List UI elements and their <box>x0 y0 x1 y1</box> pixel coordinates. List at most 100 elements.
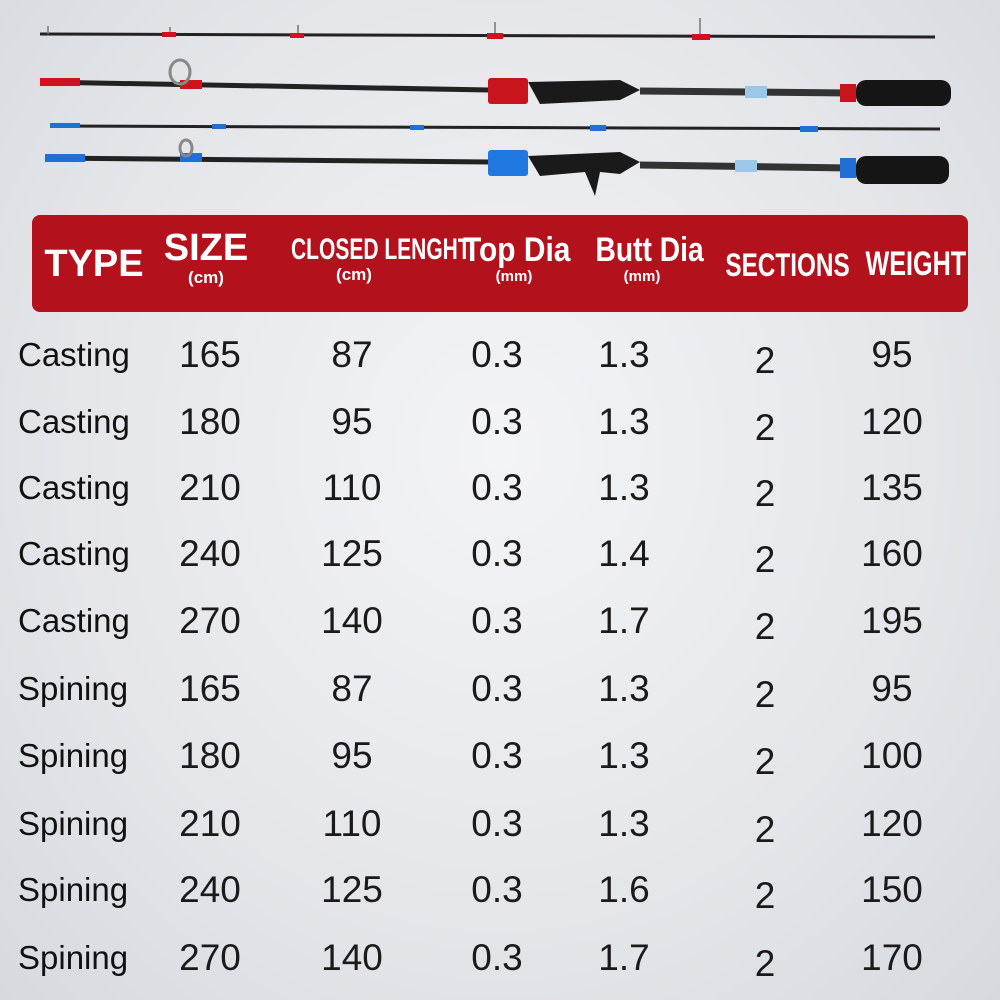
cell-weight: 135 <box>861 467 923 508</box>
cell-closed: 125 <box>321 869 383 910</box>
header-weight: WEIGHT <box>852 245 967 284</box>
cell-weight: 195 <box>861 600 923 641</box>
cell-size: 270 <box>179 600 241 641</box>
cell-type: Spining <box>18 670 129 707</box>
table-row: Casting 180 95 0.3 1.3 2 120 <box>0 392 1000 452</box>
header-top-unit: (mm) <box>495 268 533 285</box>
header-closed-unit: (cm) <box>336 265 372 284</box>
cell-sections: 2 <box>754 943 776 984</box>
cell-type: Spining <box>18 939 129 976</box>
cell-weight: 170 <box>861 937 923 978</box>
table-row: Spining 180 95 0.3 1.3 2 100 <box>0 726 1000 786</box>
cell-sections: 2 <box>754 875 776 916</box>
cell-butt: 1.3 <box>598 467 650 508</box>
cell-closed: 125 <box>321 533 383 574</box>
header-top-dia: Top Dia (mm) <box>456 231 572 285</box>
cell-closed: 110 <box>322 803 382 844</box>
cell-size: 240 <box>179 869 241 910</box>
cell-closed: 95 <box>331 401 373 442</box>
cell-sections: 2 <box>754 809 776 850</box>
header-weight-label: WEIGHT <box>865 245 967 283</box>
cell-type: Spining <box>18 805 129 842</box>
cell-sections: 2 <box>754 539 776 580</box>
header-type: TYPE <box>44 243 144 285</box>
table-row: Spining 270 140 0.3 1.7 2 170 <box>0 928 1000 988</box>
cell-closed: 110 <box>322 467 382 508</box>
cell-closed: 140 <box>321 937 383 978</box>
rod-tip-red <box>39 18 936 40</box>
cell-closed: 95 <box>331 735 373 776</box>
cell-weight: 150 <box>861 869 923 910</box>
cell-top: 0.3 <box>471 600 523 641</box>
cell-top: 0.3 <box>471 401 523 442</box>
cell-weight: 95 <box>871 334 913 375</box>
cell-butt: 1.3 <box>598 735 650 776</box>
header-top-label: Top Dia <box>462 231 571 269</box>
cell-type: Casting <box>18 403 130 440</box>
header-closed-label: CLOSED LENGHT <box>291 233 471 266</box>
cell-closed: 87 <box>331 334 373 375</box>
cell-type: Casting <box>18 535 130 572</box>
cell-size: 165 <box>179 334 241 375</box>
cell-top: 0.3 <box>471 937 523 978</box>
header-size-label: SIZE <box>163 227 249 269</box>
cell-top: 0.3 <box>471 803 523 844</box>
cell-closed: 140 <box>321 600 383 641</box>
header-butt-label: Butt Dia <box>595 231 704 269</box>
table-row: Spining 240 125 0.3 1.6 2 150 <box>0 860 1000 920</box>
cell-weight: 120 <box>861 401 923 442</box>
cell-size: 180 <box>179 401 241 442</box>
fishing-rods-image <box>39 18 951 196</box>
cell-weight: 100 <box>861 735 923 776</box>
cell-sections: 2 <box>754 741 776 782</box>
table-row: Casting 270 140 0.3 1.7 2 195 <box>0 591 1000 651</box>
header-size-unit: (cm) <box>188 268 224 287</box>
table-row: Spining 165 87 0.3 1.3 2 95 <box>0 659 1000 719</box>
cell-top: 0.3 <box>471 869 523 910</box>
cell-closed: 87 <box>331 668 373 709</box>
header-sections: SECTIONS <box>710 247 850 284</box>
header-butt-dia: Butt Dia (mm) <box>586 231 704 285</box>
rod-butt-casting-red <box>39 58 951 106</box>
cell-sections: 2 <box>754 606 776 647</box>
table-row: Casting 165 87 0.3 1.3 2 95 <box>0 325 1000 385</box>
cell-weight: 160 <box>861 533 923 574</box>
cell-type: Casting <box>18 469 130 506</box>
cell-butt: 1.3 <box>598 803 650 844</box>
cell-size: 165 <box>179 668 241 709</box>
cell-butt: 1.4 <box>598 533 650 574</box>
rod-butt-casting-blue <box>44 138 949 196</box>
cell-type: Casting <box>18 336 130 373</box>
cell-butt: 1.7 <box>598 600 650 641</box>
cell-weight: 120 <box>861 803 923 844</box>
cell-type: Spining <box>18 871 129 908</box>
cell-top: 0.3 <box>471 735 523 776</box>
cell-sections: 2 <box>754 407 776 448</box>
cell-top: 0.3 <box>471 334 523 375</box>
header-size: SIZE (cm) <box>160 227 252 288</box>
cell-butt: 1.7 <box>598 937 650 978</box>
header-closed-length: CLOSED LENGHT (cm) <box>264 233 471 285</box>
cell-size: 270 <box>179 937 241 978</box>
cell-weight: 95 <box>871 668 913 709</box>
cell-size: 180 <box>179 735 241 776</box>
cell-sections: 2 <box>754 473 776 514</box>
header-butt-unit: (mm) <box>623 268 661 285</box>
table-header: TYPE SIZE (cm) CLOSED LENGHT (cm) Top Di… <box>32 215 968 312</box>
cell-sections: 2 <box>754 674 776 715</box>
cell-type: Casting <box>18 602 130 639</box>
cell-size: 210 <box>179 467 241 508</box>
cell-size: 240 <box>179 533 241 574</box>
header-sections-label: SECTIONS <box>725 247 850 283</box>
cell-sections: 2 <box>754 340 776 381</box>
table-row: Casting 210 110 0.3 1.3 2 135 <box>0 458 1000 518</box>
cell-butt: 1.3 <box>598 668 650 709</box>
cell-top: 0.3 <box>471 467 523 508</box>
cell-type: Spining <box>18 737 129 774</box>
cell-top: 0.3 <box>471 533 523 574</box>
table-row: Spining 210 110 0.3 1.3 2 120 <box>0 794 1000 854</box>
cell-butt: 1.3 <box>598 334 650 375</box>
table-row: Casting 240 125 0.3 1.4 2 160 <box>0 524 1000 584</box>
cell-top: 0.3 <box>471 668 523 709</box>
cell-size: 210 <box>179 803 241 844</box>
